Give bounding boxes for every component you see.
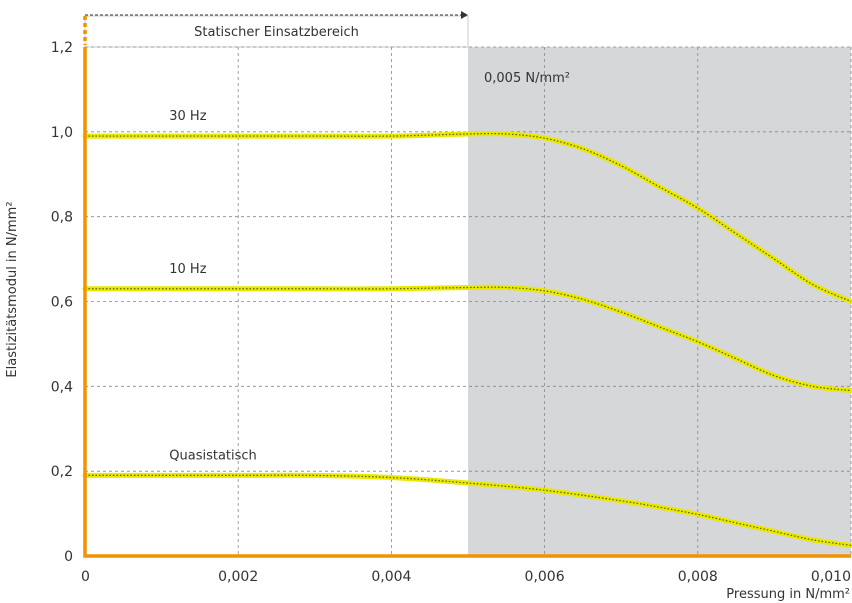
- x-tick-label: 0,004: [371, 569, 411, 585]
- y-axis-label: Elastizitätsmodul in N/mm²: [5, 201, 20, 377]
- static-range-label: Statischer Einsatzbereich: [194, 25, 359, 40]
- x-tick-label: 0,010: [811, 569, 851, 585]
- x-tick-label: 0,006: [525, 569, 565, 585]
- shaded-region-label: 0,005 N/mm²: [484, 71, 570, 86]
- y-tick-label: 0,8: [51, 210, 73, 226]
- tick-labels: 0 0,002 0,004 0,006 0,008 0,010 0 0,2 0,4 0,6 0,8 1…: [51, 40, 851, 585]
- static-range-box: [84, 15, 469, 48]
- x-tick-label: 0: [81, 569, 90, 585]
- y-tick-label: 1,2: [51, 40, 73, 56]
- series-label-10-hz: 10 Hz: [169, 262, 206, 277]
- gridlines: [85, 46, 852, 556]
- x-tick-label: 0,002: [218, 569, 258, 585]
- y-tick-label: 0: [64, 549, 73, 565]
- series-label-30-hz: 30 Hz: [169, 109, 206, 124]
- y-tick-label: 0,4: [51, 379, 73, 395]
- series-dots-10-hz: [85, 286, 852, 392]
- y-tick-label: 0,6: [51, 295, 73, 311]
- y-tick-label: 1,0: [51, 125, 73, 141]
- y-tick-label: 0,2: [51, 464, 73, 480]
- static-range-arrow-head: [461, 11, 468, 19]
- static-range-arrow: [85, 11, 468, 19]
- x-axis-label: Pressung in N/mm²: [726, 587, 850, 602]
- axes: [83, 16, 851, 558]
- series-dots-30-hz: [85, 132, 852, 303]
- series-label-quasistatisch: Quasistatisch: [169, 448, 257, 463]
- series-lines: 30 Hz 10 Hz Quasistatisch: [82, 109, 852, 548]
- series-dots-quasistatisch: [85, 474, 852, 546]
- x-tick-label: 0,008: [678, 569, 718, 585]
